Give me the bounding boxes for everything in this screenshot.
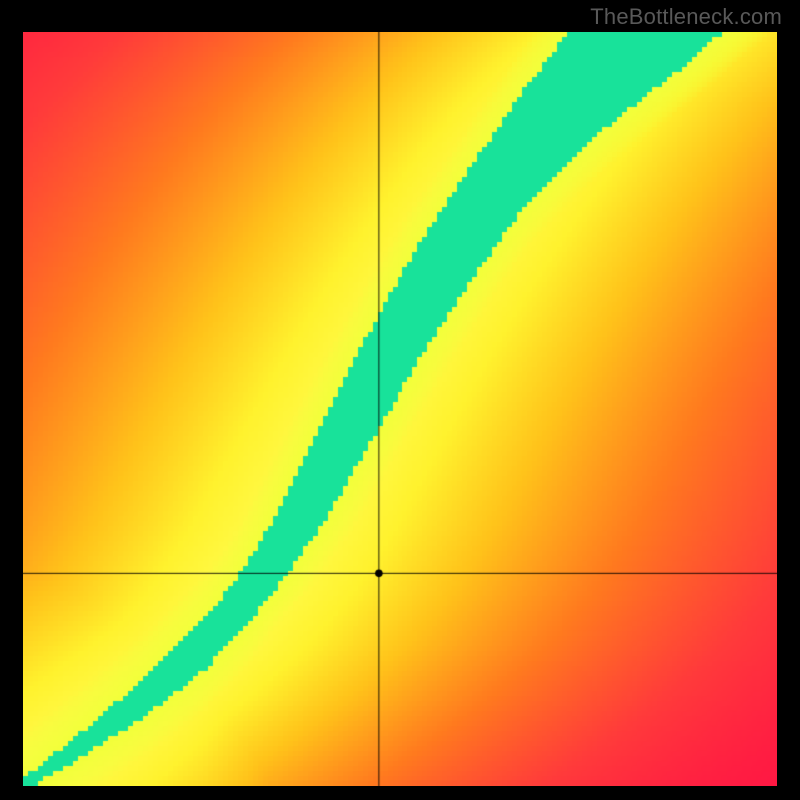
bottleneck-heatmap	[23, 32, 777, 786]
watermark-text: TheBottleneck.com	[590, 4, 782, 30]
